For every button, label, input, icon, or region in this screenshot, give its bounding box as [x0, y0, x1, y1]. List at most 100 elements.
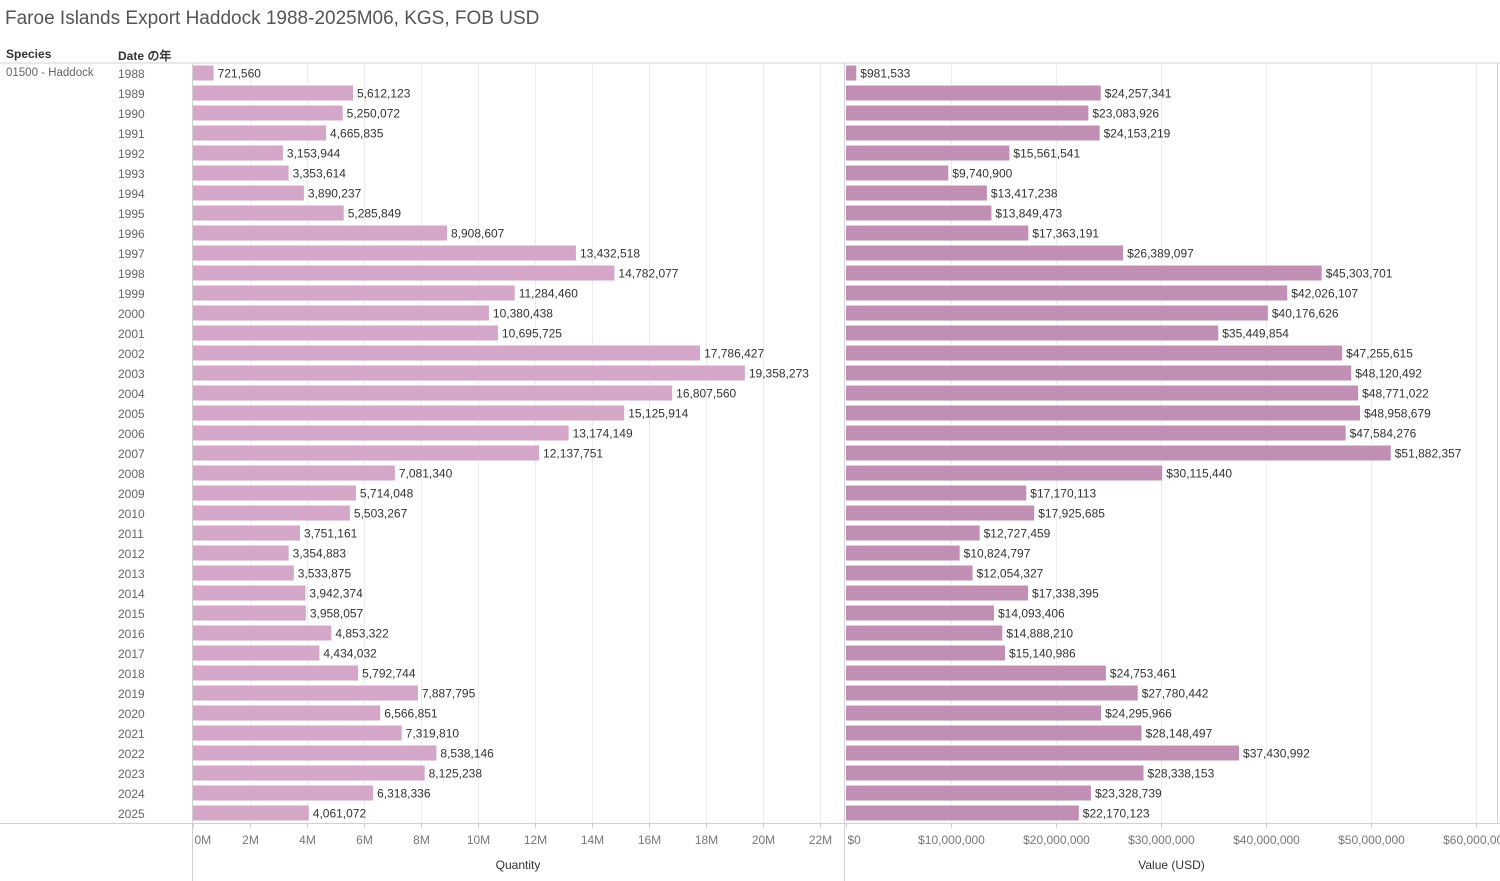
quantity-data-label: 5,714,048: [360, 487, 414, 501]
quantity-bar: [193, 485, 356, 501]
quantity-data-label: 5,503,267: [354, 507, 408, 521]
value-data-label: $9,740,900: [952, 167, 1012, 181]
quantity-bar: [193, 605, 306, 621]
value-bar: [846, 225, 1029, 241]
quantity-tick-label: 4M: [299, 833, 316, 847]
quantity-bar: [193, 365, 745, 381]
value-data-label: $24,153,219: [1104, 127, 1171, 141]
quantity-data-label: 6,318,336: [377, 787, 431, 801]
quantity-bar: [193, 265, 615, 281]
quantity-bar: [193, 205, 344, 221]
quantity-data-label: 3,890,237: [308, 187, 362, 201]
value-data-label: $48,958,679: [1364, 407, 1431, 421]
quantity-data-label: 3,942,374: [309, 587, 363, 601]
value-data-label: $27,780,442: [1142, 687, 1209, 701]
value-data-label: $45,303,701: [1326, 267, 1393, 281]
quantity-data-label: 5,612,123: [357, 87, 411, 101]
quantity-tick-label: 10M: [467, 833, 490, 847]
quantity-bar: [193, 385, 673, 401]
quantity-data-label: 3,153,944: [287, 147, 341, 161]
quantity-bar: [193, 705, 381, 721]
year-label: 2021: [118, 727, 145, 741]
quantity-bar: [193, 685, 418, 701]
value-tick-label: $50,000,000: [1338, 833, 1405, 847]
year-label: 1999: [118, 287, 145, 301]
year-label: 2003: [118, 367, 145, 381]
quantity-bar: [193, 425, 569, 441]
value-data-label: $10,824,797: [964, 547, 1031, 561]
year-label: 1997: [118, 247, 145, 261]
quantity-data-label: 6,566,851: [384, 707, 438, 721]
value-bar: [846, 305, 1268, 321]
value-tick-label: $30,000,000: [1128, 833, 1195, 847]
species-column-header[interactable]: Species: [6, 47, 52, 61]
value-tick-label: $60,000,000: [1443, 833, 1500, 847]
value-data-label: $24,257,341: [1105, 87, 1172, 101]
quantity-data-label: 5,792,744: [362, 667, 416, 681]
quantity-data-label: 5,250,072: [347, 107, 401, 121]
value-bar: [846, 565, 973, 581]
value-data-label: $35,449,854: [1222, 327, 1289, 341]
value-data-label: $26,389,097: [1127, 247, 1194, 261]
value-bar: [846, 485, 1027, 501]
quantity-data-label: 10,695,725: [502, 327, 562, 341]
quantity-data-label: 7,081,340: [399, 467, 453, 481]
quantity-bar: [193, 665, 359, 681]
year-label: 1992: [118, 147, 145, 161]
value-tick-label: $10,000,000: [918, 833, 985, 847]
value-data-label: $12,727,459: [984, 527, 1051, 541]
value-bar: [846, 645, 1005, 661]
year-label: 2020: [118, 707, 145, 721]
value-data-label: $28,338,153: [1148, 767, 1215, 781]
value-bar: [846, 245, 1124, 261]
quantity-data-label: 8,908,607: [451, 227, 505, 241]
quantity-data-label: 15,125,914: [628, 407, 688, 421]
quantity-data-label: 8,125,238: [429, 767, 483, 781]
value-bar: [846, 125, 1100, 141]
value-bar: [846, 785, 1091, 801]
year-label: 2019: [118, 687, 145, 701]
quantity-bar: [193, 85, 353, 101]
value-data-label: $13,417,238: [991, 187, 1058, 201]
quantity-data-label: 8,538,146: [440, 747, 494, 761]
quantity-data-label: 12,137,751: [543, 447, 603, 461]
quantity-tick-label: 8M: [413, 833, 430, 847]
value-bar: [846, 745, 1240, 761]
value-tick-label: $0: [848, 833, 862, 847]
value-data-label: $42,026,107: [1291, 287, 1358, 301]
quantity-bar: [193, 165, 289, 181]
year-label: 2010: [118, 507, 145, 521]
value-data-label: $30,115,440: [1166, 467, 1232, 481]
date-column-header[interactable]: Date の年: [118, 49, 172, 63]
value-bar: [846, 105, 1089, 121]
value-data-label: $17,363,191: [1032, 227, 1099, 241]
quantity-bar: [193, 525, 300, 541]
quantity-bar: [193, 725, 402, 741]
value-data-label: $24,753,461: [1110, 667, 1177, 681]
quantity-data-label: 14,782,077: [618, 267, 678, 281]
year-label: 2018: [118, 667, 145, 681]
quantity-bar: [193, 405, 625, 421]
value-bar: [846, 145, 1010, 161]
quantity-bar: [193, 805, 309, 821]
value-data-label: $14,093,406: [998, 607, 1065, 621]
year-label: 1993: [118, 167, 145, 181]
value-bar: [846, 365, 1352, 381]
quantity-data-label: 16,807,560: [676, 387, 736, 401]
quantity-data-label: 4,434,032: [323, 647, 377, 661]
chart-title: Faroe Islands Export Haddock 1988-2025M0…: [5, 8, 540, 29]
year-label: 1998: [118, 267, 145, 281]
year-label: 2001: [118, 327, 145, 341]
value-bar: [846, 665, 1106, 681]
quantity-bar: [193, 245, 576, 261]
value-data-label: $13,849,473: [995, 207, 1062, 221]
value-data-label: $47,255,615: [1346, 347, 1413, 361]
year-label: 1988: [118, 67, 145, 81]
year-label: 2000: [118, 307, 145, 321]
value-bar: [846, 805, 1079, 821]
year-label: 2007: [118, 447, 145, 461]
value-data-label: $12,054,327: [977, 567, 1044, 581]
quantity-tick-label: 20M: [752, 833, 775, 847]
value-bar: [846, 165, 949, 181]
quantity-bar: [193, 445, 540, 461]
